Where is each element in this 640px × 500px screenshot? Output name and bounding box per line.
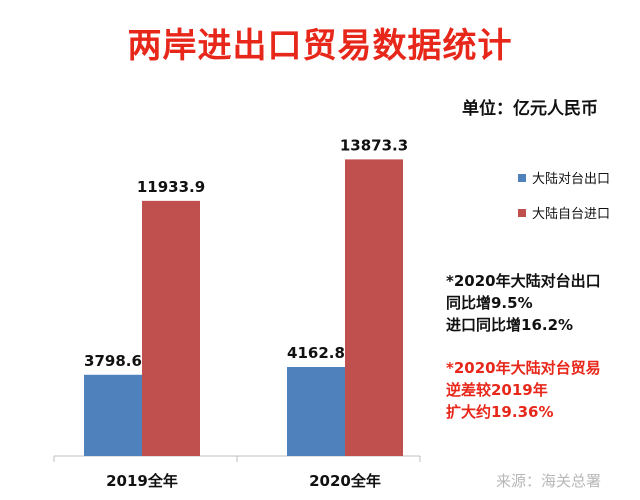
bar-export <box>84 374 142 456</box>
legend-label-export: 大陆对台出口 <box>532 172 611 187</box>
legend-label-import: 大陆自台进口 <box>532 207 611 222</box>
deficit-note: *2020年大陆对台贸易 逆差较2019年 扩大约19.36% <box>446 357 601 423</box>
category-label: 2019全年 <box>106 472 178 490</box>
bar-import <box>142 200 200 456</box>
growth-note-line: *2020年大陆对台出口 <box>446 272 601 290</box>
bar-export <box>287 367 345 456</box>
chart-title: 两岸进出口贸易数据统计 <box>127 26 513 66</box>
legend-item-import: 大陆自台进口 <box>518 203 610 222</box>
growth-note-line: 同比增9.5% <box>446 294 533 312</box>
bar-import <box>345 159 403 456</box>
data-label: 3798.6 <box>84 352 142 370</box>
data-label: 4162.8 <box>287 344 345 362</box>
legend-swatch-export <box>518 174 526 182</box>
data-label: 11933.9 <box>137 178 205 196</box>
deficit-note-line: *2020年大陆对台贸易 <box>446 359 601 377</box>
unit-label: 单位：亿元人民币 <box>462 99 598 119</box>
source-label: 来源：海关总署 <box>496 472 602 490</box>
deficit-note-line: 逆差较2019年 <box>446 381 548 399</box>
growth-note-line: 进口同比增16.2% <box>446 316 574 334</box>
legend-item-export: 大陆对台出口 <box>518 168 610 187</box>
data-label: 13873.3 <box>340 136 408 154</box>
legend-swatch-import <box>518 209 526 217</box>
category-label: 2020全年 <box>309 472 381 490</box>
growth-note: *2020年大陆对台出口 同比增9.5% 进口同比增16.2% <box>446 270 601 336</box>
deficit-note-line: 扩大约19.36% <box>446 403 554 421</box>
